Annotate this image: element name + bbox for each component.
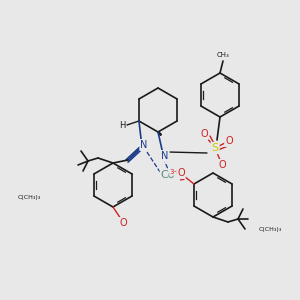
Text: H: H [119,122,125,130]
Text: 3+: 3+ [170,169,180,175]
Text: O: O [200,129,208,139]
Text: O: O [225,136,233,146]
Text: C(CH₃)₃: C(CH₃)₃ [17,196,41,200]
Text: O: O [177,168,185,178]
Text: Co: Co [161,170,175,180]
Text: N: N [161,151,169,161]
Text: S: S [212,143,219,153]
Text: O: O [119,218,127,228]
Text: N: N [140,140,148,150]
Text: O: O [218,160,226,170]
Text: CH₃: CH₃ [217,52,230,58]
Text: C(CH₃)₃: C(CH₃)₃ [258,227,282,232]
